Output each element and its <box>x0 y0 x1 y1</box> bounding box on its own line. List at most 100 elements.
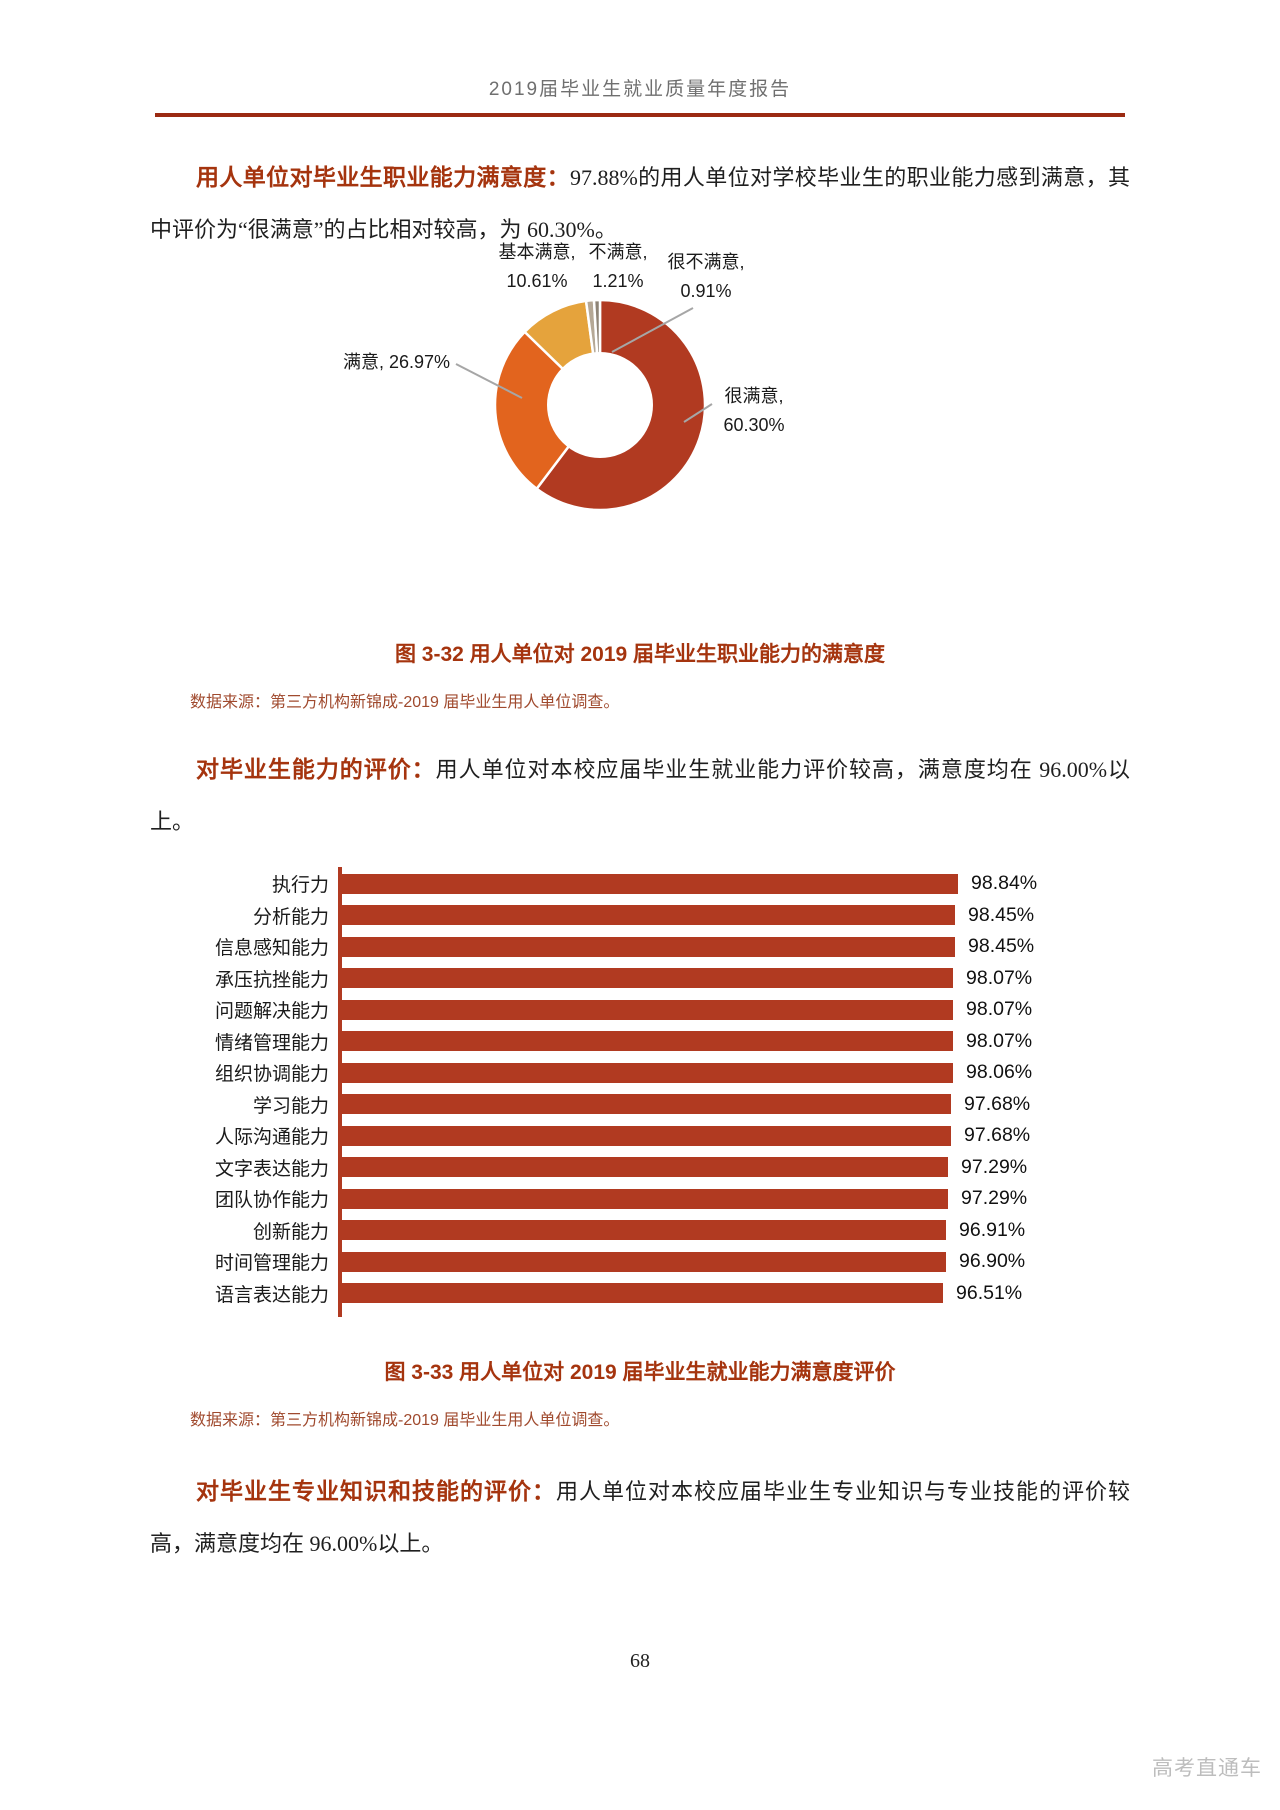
bar-category-label: 问题解决能力 <box>214 1001 329 1023</box>
bar-track: 98.45% <box>342 904 1130 927</box>
bar-row: 时间管理能力 96.90% <box>150 1246 1130 1278</box>
bar-chart-rows: 执行力 98.84% 分析能力 98.45% 信息感知能力 98.45% 承压抗挫能力 98.… <box>150 868 1130 1309</box>
bar-track: 97.29% <box>342 1156 1130 1179</box>
callout-very-satisfied: 很满意, 60.30% <box>710 382 798 440</box>
callout-label: 很满意, <box>724 386 784 406</box>
figure-3-33-caption: 图 3-33 用人单位对 2019 届毕业生就业能力满意度评价 <box>384 1361 896 1384</box>
bar-row: 文字表达能力 97.29% <box>150 1152 1130 1184</box>
page-header-title: 2019届毕业生就业质量年度报告 <box>488 79 792 100</box>
paragraph-body: 用人单位对本校应届毕业生就业能力评价较高，满意度均在 96.00%以上。 <box>150 757 1130 834</box>
bar-value-label: 98.07% <box>966 966 1033 989</box>
bar-value-label: 97.68% <box>964 1092 1031 1115</box>
bar <box>342 873 958 894</box>
paragraph-body: 用人单位对本校应届毕业生专业知识与专业技能的评价较高，满意度均在 96.00%以… <box>150 1479 1130 1556</box>
bar-value-label: 96.90% <box>959 1250 1026 1273</box>
callout-label: 很不满意, <box>667 252 745 272</box>
bar-row: 创新能力 96.91% <box>150 1215 1130 1247</box>
bar-value-label: 98.06% <box>966 1061 1033 1084</box>
bar-row: 组织协调能力 98.06% <box>150 1057 1130 1089</box>
bar-track: 98.07% <box>342 1030 1130 1053</box>
callout-value: 0.91% <box>680 281 732 301</box>
callout-very-dissatisfied: 很不满意, 0.91% <box>650 248 762 306</box>
bar-category-label: 创新能力 <box>252 1221 329 1243</box>
donut-chart-figure-3-32: 基本满意, 10.61% 不满意, 1.21% 很不满意, 0.91% 满意, … <box>150 232 1130 630</box>
figure-3-32-caption: 图 3-32 用人单位对 2019 届毕业生职业能力的满意度 <box>394 643 886 666</box>
bar <box>342 1062 953 1083</box>
bar <box>342 1220 946 1241</box>
callout-basically-satisfied: 基本满意, 10.61% <box>478 238 596 296</box>
bar-track: 96.91% <box>342 1219 1130 1242</box>
bar-value-label: 98.07% <box>966 1029 1033 1052</box>
bar-row: 分析能力 98.45% <box>150 900 1130 932</box>
bar-row: 语言表达能力 96.51% <box>150 1278 1130 1310</box>
bar-category-label: 语言表达能力 <box>214 1284 329 1306</box>
bar <box>342 1031 953 1052</box>
paragraph-knowledge-skills-evaluation: 对毕业生专业知识和技能的评价：用人单位对本校应届毕业生专业知识与专业技能的评价较… <box>150 1466 1130 1570</box>
bar-value-label: 98.45% <box>968 935 1035 958</box>
bar-value-label: 97.68% <box>964 1124 1031 1147</box>
header-divider-rule <box>155 113 1125 117</box>
bar-value-label: 96.91% <box>959 1218 1026 1241</box>
bar-category-label: 团队协作能力 <box>214 1190 329 1212</box>
paragraph-lead: 用人单位对毕业生职业能力满意度： <box>196 165 570 190</box>
bar-category-label: 文字表达能力 <box>214 1158 329 1180</box>
bar-row: 承压抗挫能力 98.07% <box>150 963 1130 995</box>
bar <box>342 1094 951 1115</box>
bar-track: 98.45% <box>342 935 1130 958</box>
figure-3-32-source: 数据来源：第三方机构新锦成-2019 届毕业生用人单位调查。 <box>190 694 620 711</box>
bar-track: 98.84% <box>342 872 1130 895</box>
callout-value: 60.30% <box>723 415 785 435</box>
bar-chart-axis-line <box>338 867 342 1317</box>
callout-leader-line <box>683 403 713 423</box>
callout-value: 10.61% <box>506 271 568 291</box>
donut-chart-svg <box>455 298 713 512</box>
bar-category-label: 学习能力 <box>252 1095 329 1117</box>
callout-leader-line <box>455 363 523 399</box>
bar-category-label: 执行力 <box>271 875 329 897</box>
bar-chart-figure-3-33: 执行力 98.84% 分析能力 98.45% 信息感知能力 98.45% 承压抗挫能力 98.… <box>150 866 1130 1322</box>
callout-dissatisfied: 不满意, 1.21% <box>568 238 668 296</box>
bar <box>342 1157 948 1178</box>
bar-category-label: 人际沟通能力 <box>214 1127 329 1149</box>
bar <box>342 1188 948 1209</box>
paragraph-employer-satisfaction: 用人单位对毕业生职业能力满意度：97.88%的用人单位对学校毕业生的职业能力感到… <box>150 152 1130 256</box>
bar-category-label: 组织协调能力 <box>214 1064 329 1086</box>
bar <box>342 1283 943 1304</box>
bar-value-label: 98.45% <box>968 903 1035 926</box>
bar-row: 团队协作能力 97.29% <box>150 1183 1130 1215</box>
donut-hole <box>547 352 653 458</box>
bar-category-label: 情绪管理能力 <box>214 1032 329 1054</box>
bar-value-label: 98.07% <box>966 998 1033 1021</box>
bar-category-label: 分析能力 <box>252 906 329 928</box>
page-number: 68 <box>630 1650 650 1672</box>
bar <box>342 968 953 989</box>
bar-value-label: 96.51% <box>956 1281 1023 1304</box>
bar-track: 97.68% <box>342 1093 1130 1116</box>
paragraph-body: 97.88%的用人单位对学校毕业生的职业能力感到满意，其中评价为“很满意”的占比… <box>150 165 1131 242</box>
bar <box>342 1125 951 1146</box>
bar-track: 96.51% <box>342 1282 1130 1305</box>
paragraph-lead: 对毕业生专业知识和技能的评价： <box>196 1479 556 1504</box>
callout-satisfied: 满意, 26.97% <box>343 348 463 377</box>
bar-track: 98.06% <box>342 1061 1130 1084</box>
bar-row: 执行力 98.84% <box>150 868 1130 900</box>
bar-row: 学习能力 97.68% <box>150 1089 1130 1121</box>
bar <box>342 936 955 957</box>
callout-label: 基本满意, <box>498 242 576 262</box>
callout-label: 不满意, <box>588 242 648 262</box>
paragraph-ability-evaluation: 对毕业生能力的评价：用人单位对本校应届毕业生就业能力评价较高，满意度均在 96.… <box>150 744 1130 848</box>
callout-leader-line <box>611 307 694 353</box>
bar-track: 98.07% <box>342 967 1130 990</box>
bar-row: 人际沟通能力 97.68% <box>150 1120 1130 1152</box>
bar-track: 97.29% <box>342 1187 1130 1210</box>
bar-value-label: 97.29% <box>961 1187 1028 1210</box>
bar-row: 情绪管理能力 98.07% <box>150 1026 1130 1058</box>
bar-category-label: 信息感知能力 <box>214 938 329 960</box>
bar-track: 98.07% <box>342 998 1130 1021</box>
bar-row: 信息感知能力 98.45% <box>150 931 1130 963</box>
bar-row: 问题解决能力 98.07% <box>150 994 1130 1026</box>
bar <box>342 999 953 1020</box>
bar-category-label: 承压抗挫能力 <box>214 969 329 991</box>
watermark-text: 高考直通车 <box>1152 1757 1262 1780</box>
